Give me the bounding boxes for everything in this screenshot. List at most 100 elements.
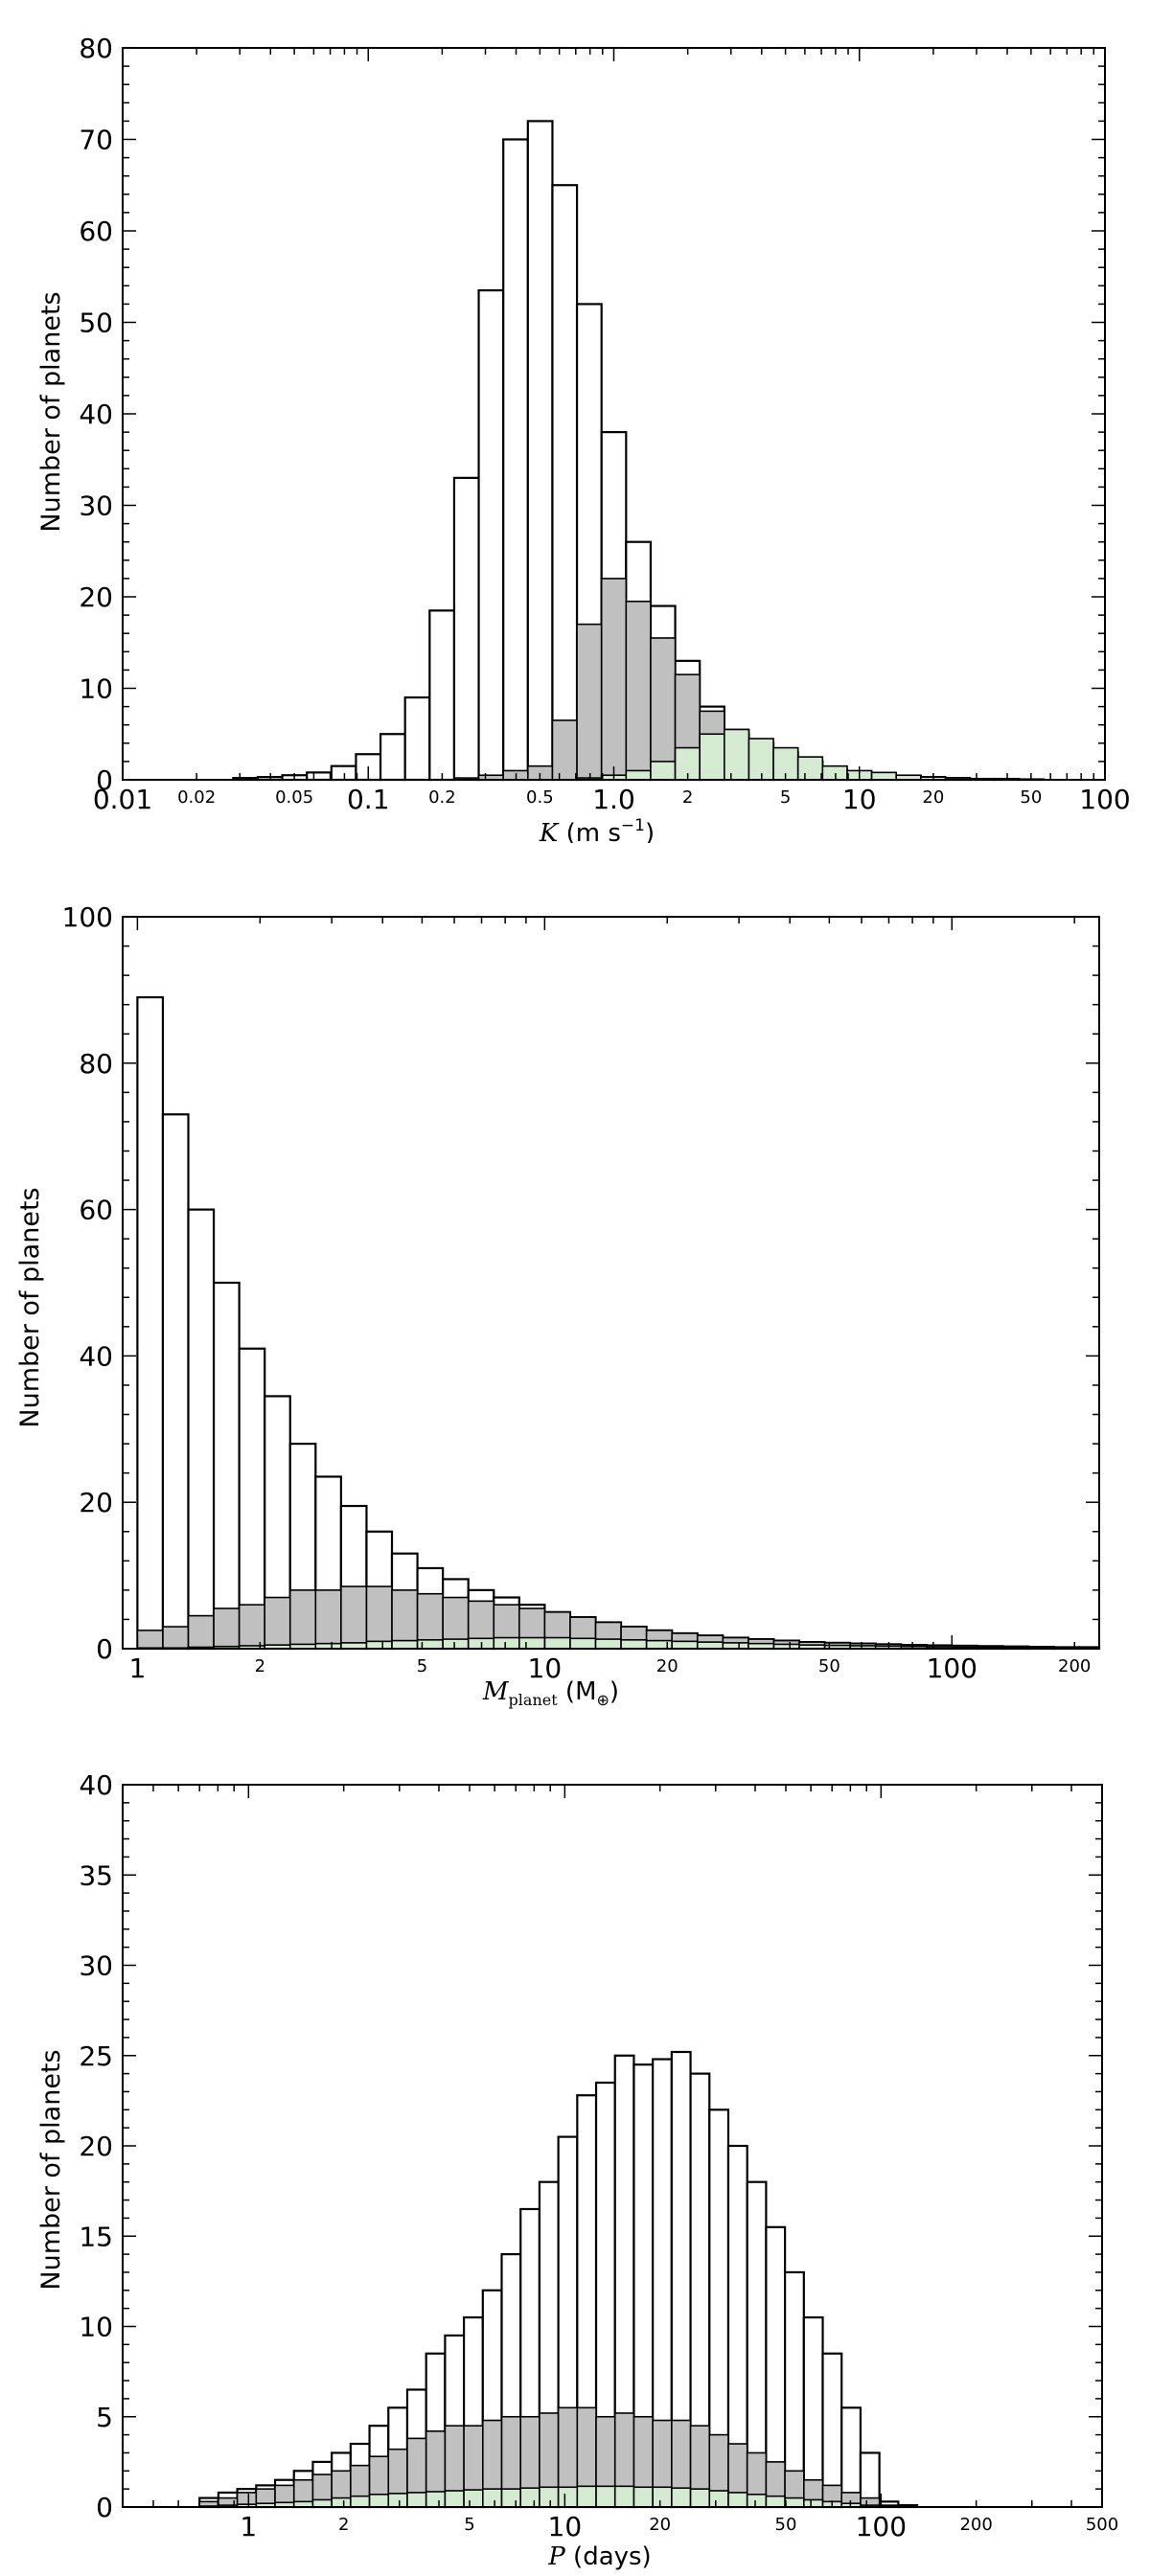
period-histogram-bar bbox=[632, 2486, 654, 2508]
k-histogram-ytick-label: 30 bbox=[79, 490, 113, 522]
period-histogram-bar bbox=[708, 2490, 729, 2508]
k-histogram-ylabel: Number of planets bbox=[36, 291, 66, 532]
mass-histogram-bar bbox=[340, 1585, 368, 1650]
mass-histogram-bar bbox=[187, 1208, 216, 1651]
period-histogram-xtick-label: 20 bbox=[649, 2515, 671, 2535]
period-histogram-bar bbox=[671, 2487, 692, 2508]
mass-histogram-bar bbox=[212, 1281, 241, 1651]
mass-histogram-bar bbox=[569, 1637, 597, 1650]
period-histogram-xtick-label: 5 bbox=[464, 2515, 474, 2535]
k-histogram-ytick-label: 50 bbox=[79, 308, 113, 339]
k-histogram-xtick-label: 1.0 bbox=[592, 784, 635, 815]
k-histogram-bar bbox=[625, 600, 652, 781]
mass-histogram-ytick-label: 100 bbox=[62, 901, 113, 933]
k-histogram-axes: 0 10 20 30 40 50 60 70 80 0.01 0.02 0.05 0.1 0.2 0.5 1.… bbox=[79, 33, 1130, 815]
k-histogram-ytick-label: 80 bbox=[79, 33, 113, 64]
mass-histogram-bar bbox=[288, 1589, 317, 1650]
k-histogram-chart: 0 10 20 30 40 50 60 70 80 0.01 0.02 0.05 0.1 0.2 0.5 1.… bbox=[36, 33, 1131, 843]
k-histogram-xtick-label: 20 bbox=[922, 787, 944, 808]
k-histogram-xtick-label: 0.05 bbox=[275, 787, 313, 808]
period-histogram-xtick-label: 100 bbox=[856, 2511, 907, 2542]
k-histogram-bar bbox=[403, 695, 431, 782]
period-histogram-bar bbox=[652, 2486, 673, 2508]
mass-histogram-bar bbox=[594, 1638, 622, 1650]
mass-histogram-bar bbox=[696, 1641, 724, 1650]
mass-histogram-ylabel: Number of planets bbox=[15, 1187, 45, 1427]
period-histogram-bars bbox=[198, 2050, 919, 2509]
period-histogram-ytick-label: 20 bbox=[79, 2131, 113, 2162]
period-histogram-ytick-label: 15 bbox=[79, 2221, 113, 2252]
mass-histogram-ytick-label: 60 bbox=[79, 1195, 113, 1226]
mass-histogram-bar bbox=[442, 1638, 470, 1650]
period-histogram-xtick-label: 2 bbox=[338, 2515, 349, 2535]
period-histogram-bar bbox=[784, 2496, 805, 2508]
period-histogram-ytick-label: 30 bbox=[79, 1950, 113, 1982]
k-histogram-xtick-label: 10 bbox=[842, 784, 877, 815]
k-histogram-bar bbox=[379, 733, 406, 782]
period-histogram-bar bbox=[821, 2352, 843, 2509]
k-histogram-xtick-label: 5 bbox=[780, 787, 791, 808]
k-histogram-xtick-label: 0.2 bbox=[428, 787, 456, 808]
k-histogram-bar bbox=[477, 288, 505, 782]
mass-histogram-xtick-label: 200 bbox=[1058, 1656, 1091, 1676]
mass-histogram-bar bbox=[136, 1630, 164, 1650]
k-histogram-ytick-label: 20 bbox=[79, 581, 113, 613]
mass-histogram-xtick-label: 5 bbox=[417, 1656, 427, 1676]
k-histogram-xtick-label: 0.01 bbox=[93, 784, 152, 815]
mass-histogram-bar bbox=[238, 1604, 265, 1650]
mass-histogram-bar bbox=[518, 1636, 546, 1650]
period-histogram-bar bbox=[802, 2315, 824, 2509]
period-histogram-xtick-label: 1 bbox=[240, 2511, 257, 2542]
k-histogram-bars bbox=[232, 120, 1046, 782]
k-histogram-bar bbox=[502, 138, 529, 782]
period-histogram-bar bbox=[765, 2495, 786, 2508]
k-histogram-bar bbox=[650, 761, 677, 781]
mass-histogram-bar bbox=[620, 1639, 648, 1650]
k-histogram-ytick-label: 0 bbox=[96, 764, 113, 796]
period-histogram-bar bbox=[595, 2485, 616, 2508]
k-histogram-bar bbox=[306, 771, 333, 782]
k-histogram-bar bbox=[821, 764, 848, 781]
period-histogram-bar bbox=[539, 2486, 560, 2508]
mass-histogram-bar bbox=[391, 1639, 419, 1650]
k-histogram-ytick-label: 70 bbox=[79, 125, 113, 156]
mass-histogram-bar bbox=[493, 1636, 520, 1650]
mass-histogram-xtick-label: 100 bbox=[927, 1653, 978, 1684]
k-histogram-bar bbox=[551, 719, 578, 781]
k-histogram-bar bbox=[600, 578, 628, 781]
period-histogram-bar bbox=[519, 2487, 540, 2508]
mass-histogram-bar bbox=[213, 1607, 241, 1650]
period-histogram-ytick-label: 35 bbox=[79, 1859, 113, 1891]
mass-histogram-bar bbox=[543, 1636, 571, 1650]
k-histogram-xtick-label: 50 bbox=[1020, 787, 1042, 808]
period-histogram-bar bbox=[746, 2493, 768, 2508]
mass-histogram-ytick-label: 0 bbox=[96, 1633, 113, 1665]
mass-histogram-bar bbox=[238, 1347, 266, 1651]
mass-histogram-xtick-label: 2 bbox=[255, 1656, 265, 1676]
k-histogram-bar bbox=[650, 637, 677, 781]
period-histogram-ytick-label: 10 bbox=[79, 2312, 113, 2343]
period-histogram-bar bbox=[350, 2495, 371, 2508]
k-histogram-bar bbox=[576, 623, 603, 781]
k-histogram-bar bbox=[870, 771, 897, 781]
k-histogram-bar bbox=[699, 733, 725, 781]
mass-histogram-bar bbox=[187, 1614, 215, 1650]
period-histogram-bar bbox=[406, 2492, 427, 2508]
k-histogram-xtick-label: 0.02 bbox=[177, 787, 216, 808]
period-histogram-bar bbox=[463, 2489, 484, 2508]
mass-histogram-bar bbox=[136, 995, 165, 1651]
k-histogram-bar bbox=[330, 764, 357, 782]
k-histogram-xlabel: K (m s−1) bbox=[539, 816, 655, 843]
period-histogram-bar bbox=[311, 2498, 333, 2508]
period-histogram-bar bbox=[689, 2488, 711, 2508]
mass-histogram-bar bbox=[365, 1640, 393, 1650]
mass-histogram-xlabel: Mplanet (M⊕) bbox=[482, 1677, 619, 1709]
mass-histogram-ytick-label: 20 bbox=[79, 1487, 113, 1518]
mass-histogram-ytick-label: 80 bbox=[79, 1048, 113, 1080]
k-histogram-xtick-label: 100 bbox=[1079, 784, 1130, 815]
mass-histogram-bar bbox=[365, 1585, 393, 1650]
panel-period-histogram: 0 5 10 15 20 25 30 35 40 1 2 5 10 20 50 100 200 500 Numbe… bbox=[0, 1734, 1150, 2576]
period-histogram-xtick-label: 500 bbox=[1086, 2515, 1118, 2535]
